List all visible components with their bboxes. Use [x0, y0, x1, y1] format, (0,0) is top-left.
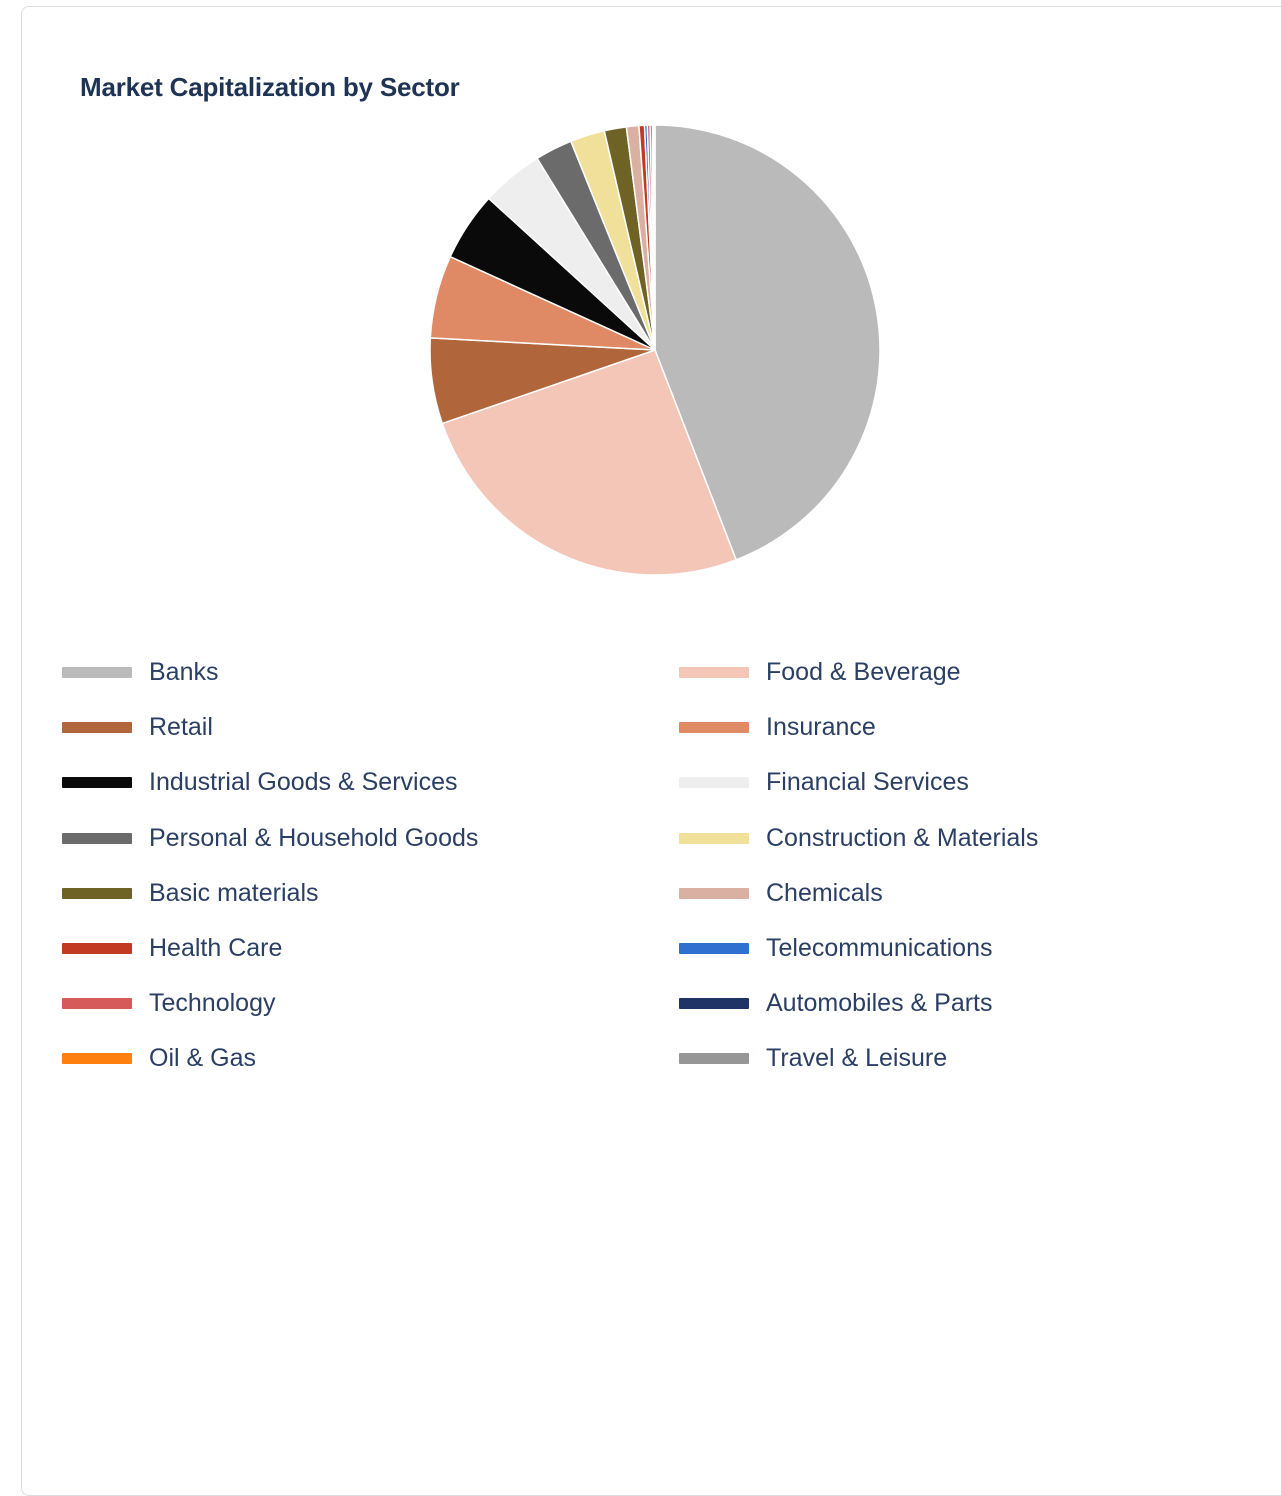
pie-slice-travel-leisure[interactable] [652, 124, 656, 351]
legend-item-retail[interactable]: Retail [62, 700, 679, 755]
legend-label: Health Care [149, 933, 283, 962]
legend-swatch [679, 942, 749, 954]
legend-item-oil-gas[interactable]: Oil & Gas [62, 1031, 679, 1086]
chart-legend: Banks Food & Beverage Retail Insurance Indus… [62, 645, 1222, 1087]
legend-swatch [62, 942, 132, 954]
legend-swatch [62, 887, 132, 899]
legend-label: Personal & Household Goods [149, 823, 479, 852]
legend-swatch [679, 722, 749, 734]
legend-label: Telecommunications [766, 933, 993, 962]
legend-label: Construction & Materials [766, 823, 1039, 852]
legend-label: Travel & Leisure [766, 1044, 948, 1073]
legend-swatch [62, 722, 132, 734]
legend-item-food-beverage[interactable]: Food & Beverage [679, 645, 1219, 700]
legend-swatch [62, 667, 132, 678]
legend-item-banks[interactable]: Banks [62, 645, 679, 700]
legend-item-financial-services[interactable]: Financial Services [679, 755, 1219, 810]
legend-swatch [679, 1053, 749, 1065]
legend-label: Insurance [766, 713, 876, 742]
legend-label: Oil & Gas [149, 1044, 256, 1073]
legend-swatch [62, 998, 132, 1010]
legend-item-insurance[interactable]: Insurance [679, 700, 1219, 755]
legend-swatch [62, 1053, 132, 1065]
legend-item-travel-leisure[interactable]: Travel & Leisure [679, 1031, 1219, 1086]
legend-label: Banks [149, 658, 219, 686]
legend-label: Food & Beverage [766, 658, 961, 686]
legend-label: Basic materials [149, 878, 319, 907]
legend-item-construction-materials[interactable]: Construction & Materials [679, 811, 1219, 866]
legend-item-automobiles-parts[interactable]: Automobiles & Parts [679, 976, 1219, 1031]
legend-item-telecommunications[interactable]: Telecommunications [679, 921, 1219, 976]
legend-item-basic-materials[interactable]: Basic materials [62, 866, 679, 921]
legend-swatch [62, 777, 132, 789]
legend-swatch [679, 998, 749, 1010]
legend-swatch [679, 887, 749, 899]
legend-swatch [62, 832, 132, 844]
pie-slice-food-beverage[interactable] [441, 349, 737, 576]
legend-item-personal-household-goods[interactable]: Personal & Household Goods [62, 811, 679, 866]
legend-label: Retail [149, 713, 213, 742]
legend-item-industrial-goods-services[interactable]: Industrial Goods & Services [62, 755, 679, 810]
legend-swatch [679, 667, 749, 678]
legend-label: Chemicals [766, 878, 883, 907]
legend-swatch [679, 777, 749, 789]
pie-chart [429, 124, 881, 576]
legend-item-health-care[interactable]: Health Care [62, 921, 679, 976]
pie-slice-banks[interactable] [654, 124, 881, 561]
legend-swatch [679, 832, 749, 844]
legend-label: Automobiles & Parts [766, 989, 993, 1018]
chart-title: Market Capitalization by Sector [80, 72, 460, 102]
legend-label: Financial Services [766, 768, 969, 797]
legend-label: Industrial Goods & Services [149, 768, 458, 797]
legend-item-technology[interactable]: Technology [62, 976, 679, 1031]
legend-label: Technology [149, 989, 276, 1018]
legend-item-chemicals[interactable]: Chemicals [679, 866, 1219, 921]
